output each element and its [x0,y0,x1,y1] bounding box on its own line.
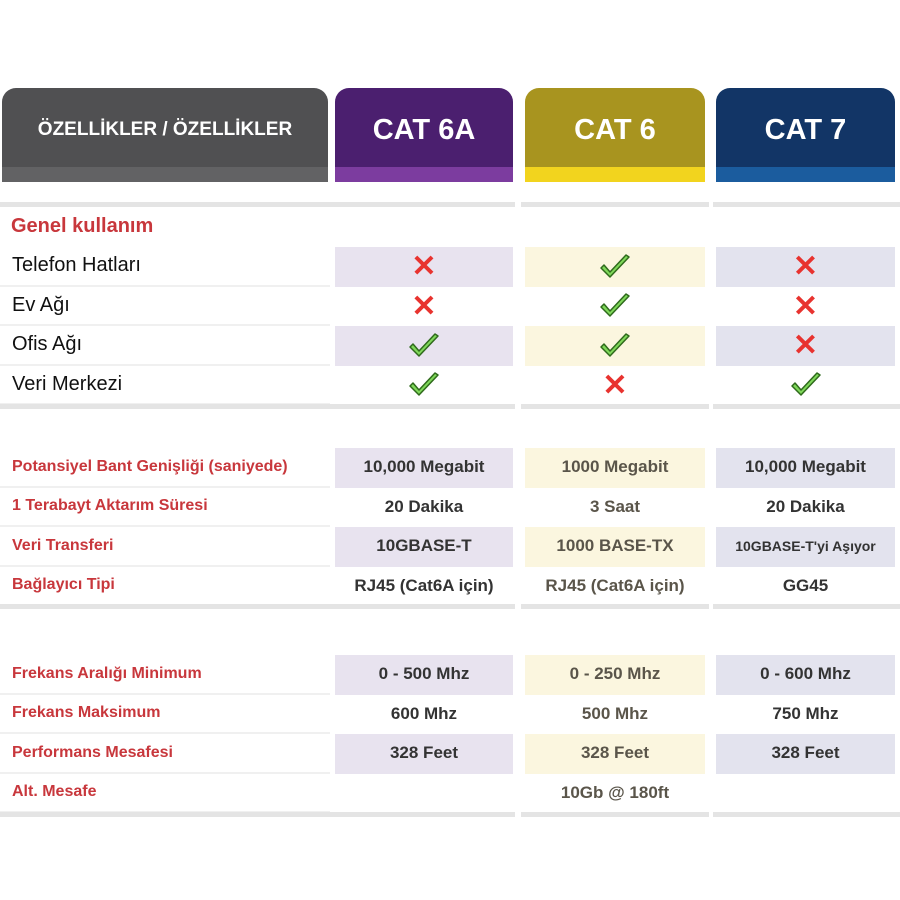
cross-icon: ✕ [335,247,513,287]
table-row: Veri Merkezi ✕ [0,366,900,406]
table-row: 1 Terabayt Aktarım Süresi 20 Dakika 3 Saat… [0,488,900,527]
divider [713,404,900,409]
value-cell: 0 - 600 Mhz [716,655,895,695]
header-features: ÖZELLİKLER / ÖZELLİKLER [2,88,328,182]
row-label: Veri Merkezi [0,366,330,405]
value-cell: 1000 BASE-TX [525,527,705,567]
cross-icon: ✕ [716,247,895,287]
divider [521,604,709,609]
value-cell: 10Gb @ 180ft [560,782,670,802]
value-cell: 750 Mhz [772,703,839,723]
value-cell: 20 Dakika [766,496,845,516]
divider [0,404,515,409]
divider [521,202,709,207]
row-label: Ofis Ağı [0,326,330,366]
header-cat6a-label: CAT 6A [372,113,476,146]
row-label: Telefon Hatları [0,247,330,287]
cross-icon: ✕ [602,368,628,402]
header-cat6a: CAT 6A [335,88,513,182]
table-row: Veri Transferi 10GBASE-T 1000 BASE-TX 10GBA… [0,527,900,567]
section-title-general: Genel kullanım [11,215,154,237]
row-label: 1 Terabayt Aktarım Süresi [0,488,330,527]
frequency-section: Frekans Aralığı Minimum 0 - 500 Mhz 0 - 25… [0,655,900,813]
header-stripe [335,167,513,182]
cross-icon: ✕ [411,289,437,323]
divider [713,604,900,609]
check-icon [335,326,513,366]
value-cell [716,774,895,814]
row-label: Bağlayıcı Tipi [0,567,330,606]
table-row: Potansiyel Bant Genişliği (saniyede) 10,0… [0,448,900,488]
table-row: Ev Ağı ✕ ✕ [0,287,900,327]
value-cell: 3 Saat [589,496,641,516]
divider [713,812,900,817]
value-cell: 10,000 Megabit [335,448,513,488]
value-cell: 10GBASE-T [335,527,513,567]
value-cell [335,774,513,814]
performance-section: Potansiyel Bant Genişliği (saniyede) 10,0… [0,448,900,606]
table-row: Telefon Hatları ✕ ✕ [0,247,900,287]
check-icon [335,366,513,406]
general-section: Telefon Hatları ✕ ✕ Ev Ağı ✕ ✕ Ofis Ağı ✕ Veri M… [0,247,900,405]
value-cell: 1000 Megabit [525,448,705,488]
value-cell: 0 - 250 Mhz [525,655,705,695]
table-row: Alt. Mesafe 10Gb @ 180ft [0,774,900,814]
header-cat6: CAT 6 [525,88,705,182]
value-cell: 0 - 500 Mhz [335,655,513,695]
check-icon [525,287,705,327]
row-label: Potansiyel Bant Genişliği (saniyede) [0,448,330,488]
table-row: Bağlayıcı Tipi RJ45 (Cat6A için) RJ45 (Cat… [0,567,900,606]
header-cat7-label: CAT 7 [764,113,847,146]
table-row: Frekans Aralığı Minimum 0 - 500 Mhz 0 - 25… [0,655,900,695]
row-label: Veri Transferi [0,527,330,567]
header-stripe [2,167,328,182]
value-cell: GG45 [782,575,829,595]
header-stripe [525,167,705,182]
value-cell: 500 Mhz [581,703,649,723]
check-icon [525,247,705,287]
divider [713,202,900,207]
value-cell: 328 Feet [716,734,895,774]
value-cell: RJ45 (Cat6A için) [354,575,494,595]
value-cell: 600 Mhz [390,703,458,723]
table-row: Performans Mesafesi 328 Feet 328 Feet 328 F… [0,734,900,774]
cross-icon: ✕ [792,289,819,323]
check-icon [716,366,895,406]
header-stripe [716,167,895,182]
divider [0,812,515,817]
divider [0,202,515,207]
divider [0,604,515,609]
value-cell: 20 Dakika [384,496,464,516]
row-label: Frekans Maksimum [0,695,330,734]
value-cell: 328 Feet [525,734,705,774]
cross-icon: ✕ [716,326,895,366]
row-label: Alt. Mesafe [0,774,330,813]
check-icon [525,326,705,366]
row-label: Ev Ağı [0,287,330,326]
header-cat7: CAT 7 [716,88,895,182]
divider [521,404,709,409]
table-row: Frekans Maksimum 600 Mhz 500 Mhz 750 Mhz [0,695,900,734]
value-cell: 328 Feet [335,734,513,774]
row-label: Frekans Aralığı Minimum [0,655,330,695]
header-features-label: ÖZELLİKLER / ÖZELLİKLER [37,119,293,140]
value-cell: 10,000 Megabit [716,448,895,488]
table-row: Ofis Ağı ✕ [0,326,900,366]
row-label: Performans Mesafesi [0,734,330,774]
value-cell: RJ45 (Cat6A için) [545,575,685,595]
divider [521,812,709,817]
value-cell: 10GBASE-T'yi Aşıyor [716,527,895,567]
header-cat6-label: CAT 6 [574,113,656,146]
